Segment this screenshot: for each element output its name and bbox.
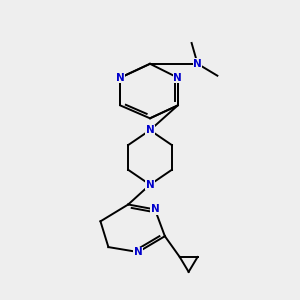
- Text: N: N: [146, 180, 154, 190]
- Text: N: N: [151, 204, 159, 214]
- Text: N: N: [134, 247, 142, 257]
- Text: N: N: [116, 73, 125, 83]
- Text: N: N: [146, 125, 154, 135]
- Text: N: N: [173, 73, 182, 83]
- Text: N: N: [193, 59, 202, 69]
